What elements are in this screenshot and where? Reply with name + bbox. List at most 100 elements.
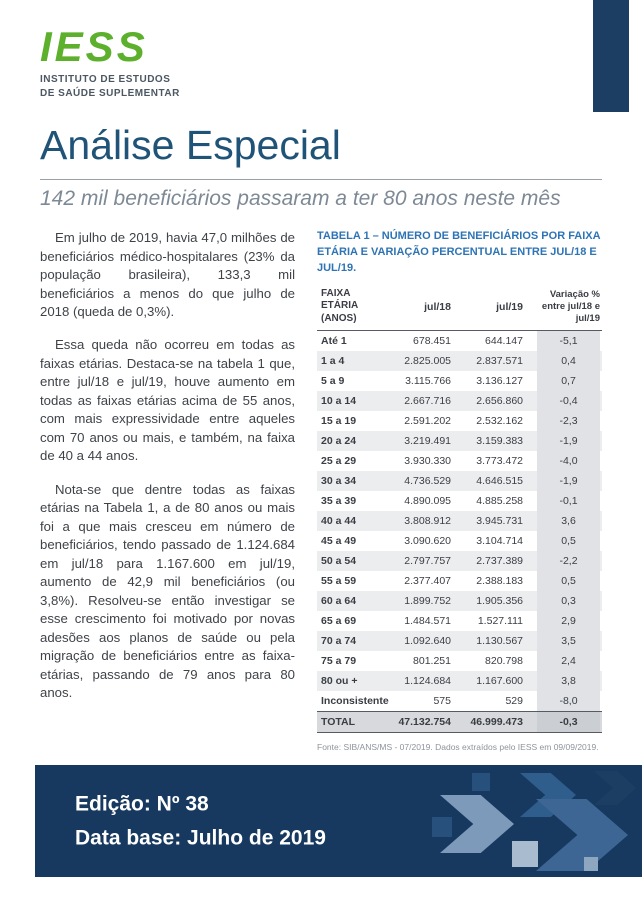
cell-variacao: -4,0 [537,451,600,472]
cell-jul19: 2.388.183 [476,575,523,588]
table-title: TABELA 1 – NÚMERO DE BENEFICIÁRIOS POR F… [317,230,601,274]
table-row: 60 a 64 1.899.752 1.905.356 0,3 [317,591,602,612]
footer-text: Edição: Nº 38 Data base: Julho de 2019 [75,787,326,854]
square-shape [512,841,538,867]
cell-faixa-etaria: 20 a 24 [321,435,357,448]
cell-jul19: 1.167.600 [476,675,523,688]
cell-variacao: -0,4 [537,391,600,412]
cell-jul18: 47.132.754 [398,716,451,729]
cell-jul19: 4.646.515 [476,475,523,488]
cell-variacao: 0,5 [537,571,600,592]
cell-jul19: 3.136.127 [476,375,523,388]
cell-jul18: 1.484.571 [404,615,451,628]
footer-band: Edição: Nº 38 Data base: Julho de 2019 [35,765,642,877]
cell-variacao: -2,3 [537,411,600,432]
cell-faixa-etaria: 75 a 79 [321,655,357,668]
cell-variacao: 0,7 [537,371,600,392]
cell-jul18: 3.808.912 [404,515,451,528]
paragraph-1: Em julho de 2019, havia 47,0 milhões de … [40,230,295,319]
table-row: 70 a 74 1.092.640 1.130.567 3,5 [317,631,602,652]
cell-faixa-etaria: 45 a 49 [321,535,357,548]
col-header-jul18: jul/18 [424,300,451,313]
beneficiaries-table: FAIXA ETÁRIA (ANOS) jul/18 jul/19 Variaç… [317,286,602,734]
cell-jul18: 2.797.757 [404,555,451,568]
cell-faixa-etaria: 25 a 29 [321,455,357,468]
square-shape [584,857,598,871]
table-row: 55 a 59 2.377.407 2.388.183 0,5 [317,571,602,592]
page-title: Análise Especial [40,122,341,168]
cell-variacao: -1,9 [537,431,600,452]
edition-label: Edição: Nº 38 [75,792,209,816]
cell-variacao: 0,5 [537,531,600,552]
cell-faixa-etaria: 60 a 64 [321,595,357,608]
cell-faixa-etaria: Inconsistente [321,695,389,708]
cell-variacao: 3,5 [537,631,600,652]
cell-variacao: 2,9 [537,611,600,632]
table-row: 35 a 39 4.890.095 4.885.258 -0,1 [317,491,602,512]
cell-faixa-etaria: 30 a 34 [321,475,357,488]
table-row: 25 a 29 3.930.330 3.773.472 -4,0 [317,451,602,472]
cell-jul18: 3.930.330 [404,455,451,468]
cell-faixa-etaria: 15 a 19 [321,415,357,428]
cell-jul18: 2.825.005 [404,355,451,368]
table-section: TABELA 1 – NÚMERO DE BENEFICIÁRIOS POR F… [317,229,602,752]
cell-jul19: 1.527.111 [477,615,523,628]
cell-faixa-etaria: 65 a 69 [321,615,357,628]
logo: IESS INSTITUTO DE ESTUDOS DE SAÚDE SUPLE… [0,0,642,100]
cell-faixa-etaria: 10 a 14 [321,395,357,408]
table-row: 75 a 79 801.251 820.798 2,4 [317,651,602,672]
page-subtitle: 142 mil beneficiários passaram a ter 80 … [40,187,561,211]
table-row: 5 a 9 3.115.766 3.136.127 0,7 [317,371,602,392]
chevron-shape [594,771,636,805]
cell-variacao: 0,3 [537,591,600,612]
cell-jul18: 1.124.684 [404,675,451,688]
cell-jul19: 529 [505,695,523,708]
cell-variacao: -1,9 [537,471,600,492]
cell-variacao: -5,1 [537,331,600,352]
cell-jul19: 3.104.714 [476,535,523,548]
cell-faixa-etaria: 55 a 59 [321,575,357,588]
cell-jul18: 801.251 [413,655,451,668]
article-text: Em julho de 2019, havia 47,0 milhões de … [40,229,295,752]
cell-jul18: 2.591.202 [404,415,451,428]
cell-variacao: 0,4 [537,351,600,372]
cell-jul18: 3.090.620 [404,535,451,548]
col-header-variacao: Variação % entre jul/18 e jul/19 [541,288,600,324]
cell-variacao: -0,1 [537,491,600,512]
cell-variacao: 3,8 [537,671,600,692]
cell-jul18: 4.736.529 [404,475,451,488]
col-header-jul19: jul/19 [496,300,523,313]
logo-subtitle: INSTITUTO DE ESTUDOS DE SAÚDE SUPLEMENTA… [40,73,642,100]
cell-jul19: 644.147 [485,335,523,348]
cell-jul18: 2.377.407 [404,575,451,588]
cell-jul18: 575 [433,695,451,708]
table-row: 30 a 34 4.736.529 4.646.515 -1,9 [317,471,602,492]
table-row: 45 a 49 3.090.620 3.104.714 0,5 [317,531,602,552]
cell-jul18: 1.092.640 [404,635,451,648]
cell-jul19: 3.159.383 [476,435,523,448]
cell-variacao: -0,3 [537,712,600,733]
cell-faixa-etaria: 35 a 39 [321,495,357,508]
cell-faixa-etaria: 50 a 54 [321,555,357,568]
table-total-row: TOTAL 47.132.754 46.999.473 -0,3 [317,711,602,734]
cell-jul18: 3.115.766 [405,375,451,388]
table-body: Até 1 678.451 644.147 -5,1 1 a 4 2.825.005 2.8… [317,331,602,734]
cell-jul19: 820.798 [485,655,523,668]
cell-variacao: 2,4 [537,651,600,672]
footer-decoration [402,765,642,877]
cell-jul18: 4.890.095 [404,495,451,508]
table-row: 40 a 44 3.808.912 3.945.731 3,6 [317,511,602,532]
table-row: 50 a 54 2.797.757 2.737.389 -2,2 [317,551,602,572]
table-row: Inconsistente 575 529 -8,0 [317,691,602,712]
table-row: 1 a 4 2.825.005 2.837.571 0,4 [317,351,602,372]
cell-faixa-etaria: 1 a 4 [321,355,345,368]
cell-variacao: -8,0 [537,691,600,712]
cell-jul19: 46.999.473 [470,716,523,729]
cell-jul19: 2.532.162 [476,415,523,428]
logo-subtitle-line2: DE SAÚDE SUPLEMENTAR [40,87,180,99]
cell-jul19: 2.737.389 [476,555,523,568]
table-row: 80 ou + 1.124.684 1.167.600 3,8 [317,671,602,692]
square-shape [472,773,490,791]
title-divider [40,179,602,181]
